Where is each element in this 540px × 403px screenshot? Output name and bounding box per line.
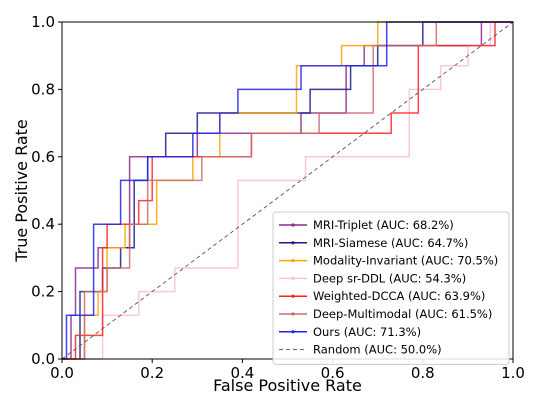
x-tick-label: 0.4	[230, 364, 254, 382]
x-axis-label: False Positive Rate	[213, 376, 362, 395]
series-line-5	[62, 21, 513, 360]
x-tick-label: 0.6	[321, 364, 345, 382]
legend-marker	[291, 330, 295, 334]
axes-layer: 0.0 0.2 0.4 0.6 0.8 1.0 0.0 0.2 0.4 0.6 0.8 1.0	[31, 13, 525, 382]
legend: MRI-Triplet (AUC: 68.2%) MRI-Siamese (AUC…	[272, 211, 510, 365]
series-line-3	[62, 21, 513, 360]
series-line-7	[61, 21, 514, 360]
y-tick-label: 0.4	[31, 215, 55, 233]
y-tick-label: 1.0	[31, 13, 55, 31]
legend-label: Deep sr-DDL (AUC: 54.3%)	[313, 271, 466, 285]
legend-label: Random (AUC: 50.0%)	[313, 343, 442, 357]
x-tick-label: 0.2	[140, 364, 164, 382]
x-tick-label: 0.8	[411, 364, 435, 382]
series-line-6	[62, 21, 513, 360]
legend-label: Weighted-DCCA (AUC: 63.9%)	[313, 289, 485, 303]
legend-label: MRI-Siamese (AUC: 64.7%)	[313, 236, 468, 250]
y-axis-label: True Positive Rate	[12, 119, 31, 263]
legend-label: Deep-Multimodal (AUC: 61.5%)	[313, 307, 492, 321]
legend-box	[272, 211, 510, 365]
series-layer	[61, 21, 514, 360]
legend-marker	[291, 223, 295, 227]
x-tick-label: 0.0	[50, 364, 74, 382]
legend-marker	[291, 259, 295, 263]
legend-marker	[291, 294, 295, 298]
legend-marker	[291, 312, 295, 316]
y-tick-label: 0.2	[31, 283, 55, 301]
x-tick-label: 1.0	[501, 364, 525, 382]
legend-label: MRI-Triplet (AUC: 68.2%)	[313, 218, 454, 232]
y-tick-label: 0.0	[31, 350, 55, 368]
legend-marker	[291, 241, 295, 245]
y-tick-label: 0.6	[31, 148, 55, 166]
legend-label: Ours (AUC: 71.3%)	[313, 325, 421, 339]
legend-marker	[291, 276, 295, 280]
y-tick-label: 0.8	[31, 80, 55, 98]
legend-label: Modality-Invariant (AUC: 70.5%)	[313, 254, 498, 268]
